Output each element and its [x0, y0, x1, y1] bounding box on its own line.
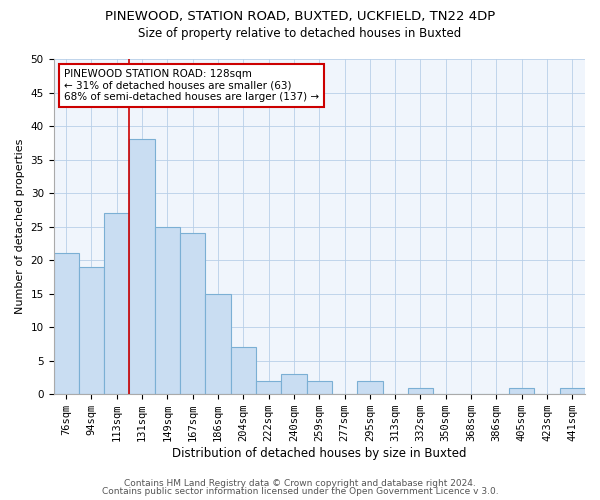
Text: Contains public sector information licensed under the Open Government Licence v : Contains public sector information licen…	[101, 487, 499, 496]
Bar	[408, 388, 433, 394]
Text: PINEWOOD STATION ROAD: 128sqm
← 31% of detached houses are smaller (63)
68% of s: PINEWOOD STATION ROAD: 128sqm ← 31% of d…	[64, 69, 319, 102]
Bar	[256, 381, 281, 394]
Bar	[560, 388, 585, 394]
Y-axis label: Number of detached properties: Number of detached properties	[15, 139, 25, 314]
Bar	[307, 381, 332, 394]
Text: Contains HM Land Registry data © Crown copyright and database right 2024.: Contains HM Land Registry data © Crown c…	[124, 478, 476, 488]
Text: Size of property relative to detached houses in Buxted: Size of property relative to detached ho…	[139, 28, 461, 40]
Bar	[79, 267, 104, 394]
Bar	[230, 348, 256, 394]
Text: PINEWOOD, STATION ROAD, BUXTED, UCKFIELD, TN22 4DP: PINEWOOD, STATION ROAD, BUXTED, UCKFIELD…	[105, 10, 495, 23]
Bar	[104, 213, 130, 394]
Bar	[155, 226, 180, 394]
Bar	[357, 381, 383, 394]
Bar	[130, 140, 155, 394]
Bar	[53, 254, 79, 394]
Bar	[180, 234, 205, 394]
Bar	[509, 388, 535, 394]
Bar	[281, 374, 307, 394]
Bar	[205, 294, 230, 394]
X-axis label: Distribution of detached houses by size in Buxted: Distribution of detached houses by size …	[172, 447, 467, 460]
